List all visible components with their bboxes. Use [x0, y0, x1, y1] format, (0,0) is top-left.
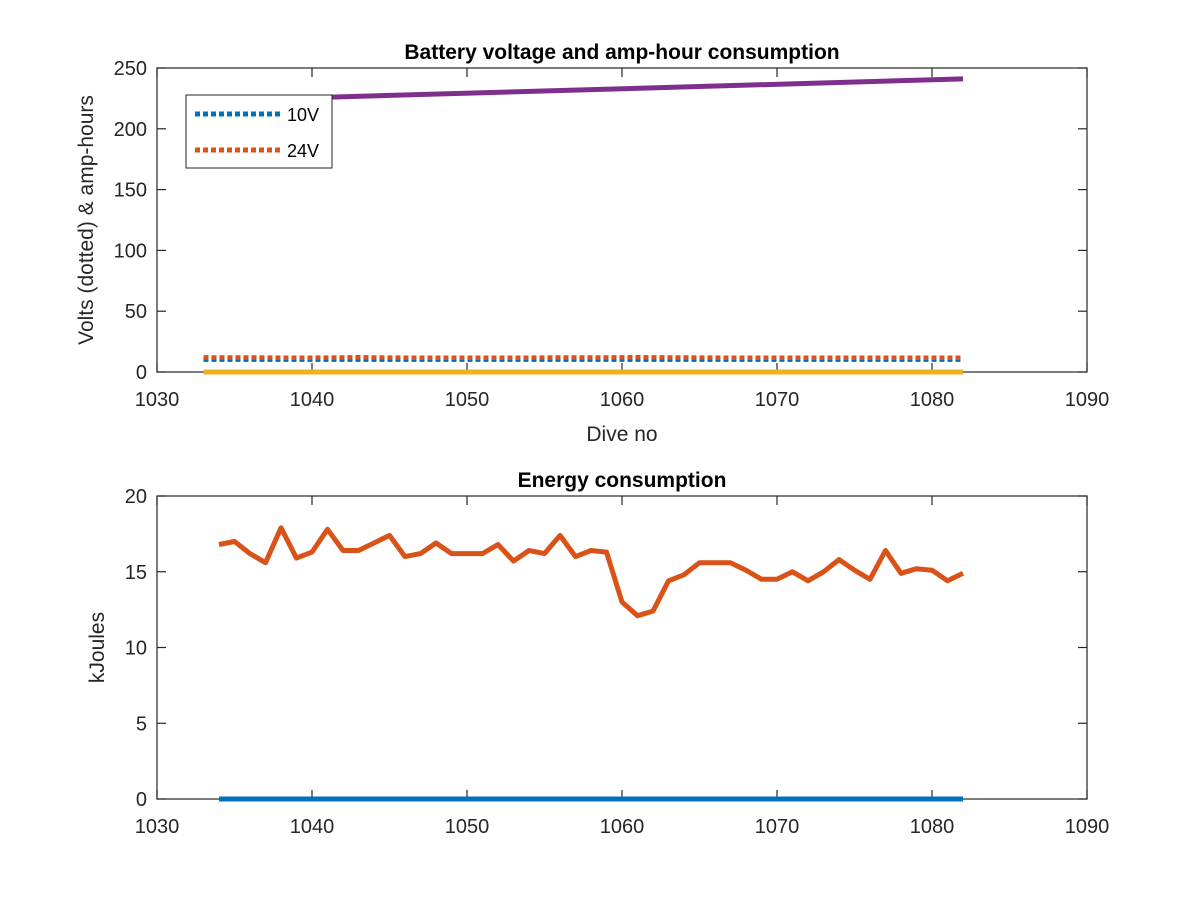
x-tick-label: 1040	[290, 389, 335, 411]
x-axis-label: Dive no	[586, 423, 657, 446]
x-tick-label: 1070	[755, 389, 800, 411]
chart-title: Battery voltage and amp-hour consumption	[404, 41, 839, 64]
x-tick-label: 1030	[135, 389, 180, 411]
x-tick-label: 1090	[1065, 816, 1110, 838]
legend: 10V 24V	[185, 94, 333, 169]
x-tick-label: 1080	[910, 389, 955, 411]
x-tick-label: 1070	[755, 816, 800, 838]
y-tick-label: 50	[125, 301, 147, 323]
x-tick-label: 1080	[910, 816, 955, 838]
subplot-2: 1030 1040 1050 1060 1070 1080 1090 0 5 10 15 20 Ener…	[86, 469, 1109, 838]
series-line-24v	[203, 354, 963, 360]
x-tick-label: 1050	[445, 389, 490, 411]
series-line-2	[218, 525, 965, 619]
y-tick-label: 0	[136, 362, 147, 384]
chart-title: Energy consumption	[518, 469, 727, 492]
x-tick-label: 1060	[600, 389, 645, 411]
y-tick-label: 15	[125, 562, 147, 584]
x-tick-label: 1030	[135, 816, 180, 838]
y-tick-label: 10	[125, 638, 147, 660]
legend-label-24v: 24V	[287, 141, 319, 161]
x-tick-label: 1090	[1065, 389, 1110, 411]
y-axis-label: Volts (dotted) & amp-hours	[75, 95, 98, 345]
legend-label-10v: 10V	[287, 105, 319, 125]
y-tick-label: 100	[114, 240, 147, 262]
y-tick-label: 250	[114, 58, 147, 80]
y-tick-label: 0	[136, 789, 147, 811]
y-tick-label: 20	[125, 486, 147, 508]
y-tick-label: 150	[114, 180, 147, 202]
y-axis-label: kJoules	[86, 612, 109, 683]
x-tick-label: 1040	[290, 816, 335, 838]
legend-box	[185, 94, 333, 169]
x-tick-label: 1050	[445, 816, 490, 838]
subplot-1: 1030 1040 1050 1060 1070 1080 1090 0 50 100 150 200…	[75, 41, 1109, 446]
y-tick-label: 200	[114, 119, 147, 141]
axes-box	[156, 495, 1088, 800]
y-tick-label: 5	[136, 713, 147, 735]
x-tick-label: 1060	[600, 816, 645, 838]
